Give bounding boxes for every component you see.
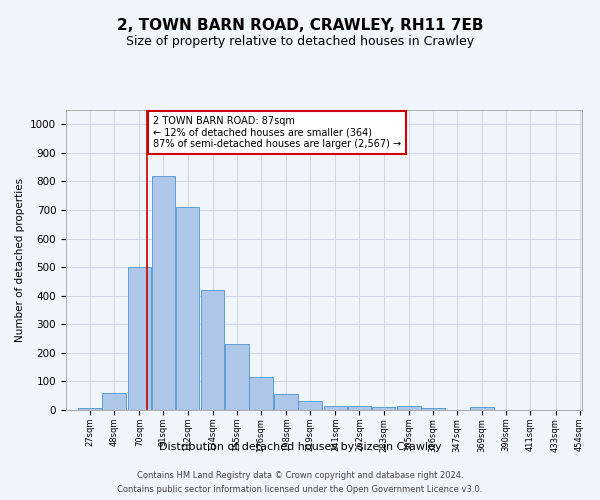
- Text: 2 TOWN BARN ROAD: 87sqm
← 12% of detached houses are smaller (364)
87% of semi-d: 2 TOWN BARN ROAD: 87sqm ← 12% of detache…: [152, 116, 401, 149]
- Bar: [128, 267, 151, 410]
- Text: Contains public sector information licensed under the Open Government Licence v3: Contains public sector information licen…: [118, 484, 482, 494]
- Y-axis label: Number of detached properties: Number of detached properties: [14, 178, 25, 342]
- Bar: [397, 406, 421, 410]
- Bar: [225, 344, 248, 410]
- Bar: [298, 401, 322, 410]
- Bar: [201, 290, 224, 410]
- Bar: [152, 176, 175, 410]
- Text: 2, TOWN BARN ROAD, CRAWLEY, RH11 7EB: 2, TOWN BARN ROAD, CRAWLEY, RH11 7EB: [117, 18, 483, 32]
- Bar: [249, 377, 272, 410]
- Text: Distribution of detached houses by size in Crawley: Distribution of detached houses by size …: [158, 442, 442, 452]
- Bar: [103, 394, 126, 410]
- Bar: [372, 407, 395, 410]
- Bar: [348, 406, 371, 410]
- Bar: [323, 406, 347, 410]
- Bar: [176, 207, 199, 410]
- Text: Size of property relative to detached houses in Crawley: Size of property relative to detached ho…: [126, 35, 474, 48]
- Bar: [470, 407, 494, 410]
- Bar: [79, 408, 102, 410]
- Bar: [274, 394, 298, 410]
- Text: Contains HM Land Registry data © Crown copyright and database right 2024.: Contains HM Land Registry data © Crown c…: [137, 472, 463, 480]
- Bar: [421, 408, 445, 410]
